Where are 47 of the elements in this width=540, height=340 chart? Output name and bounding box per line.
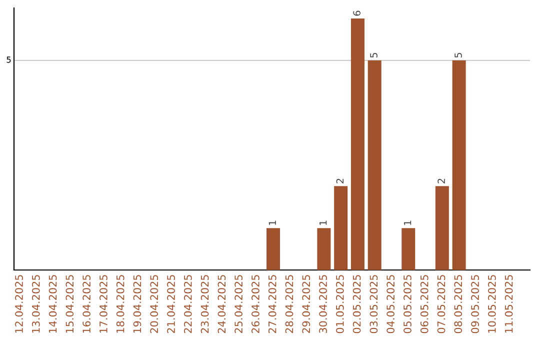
bar — [317, 228, 331, 270]
x-tick-label: 27.04.2025 — [268, 275, 276, 334]
x-tick-label: 06.05.2025 — [420, 275, 428, 334]
x-tick-label: 14.04.2025 — [48, 275, 57, 333]
bar — [402, 228, 416, 270]
bar — [266, 228, 280, 270]
data-label: 5 — [454, 52, 462, 58]
x-tick-label: 04.05.2025 — [386, 275, 395, 334]
bar — [334, 186, 348, 270]
data-label: 1 — [320, 220, 327, 225]
x-tick-label: 19.04.2025 — [133, 275, 142, 333]
data-label: 5 — [370, 52, 378, 58]
data-label: 1 — [268, 220, 276, 225]
data-label: 6 — [353, 10, 361, 16]
x-tick-label: 16.04.2025 — [82, 275, 90, 333]
x-tick-label: 15.04.2025 — [66, 275, 74, 333]
data-label: 1 — [404, 220, 412, 225]
x-tick-label: 05.05.2025 — [404, 275, 412, 334]
x-tick-label: 17.04.2025 — [100, 275, 108, 333]
x-tick-label: 25.04.2025 — [234, 275, 243, 334]
x-tick-label: 20.04.2025 — [150, 275, 158, 334]
x-tick-label: 02.05.2025 — [352, 275, 361, 334]
ref-line-label: 5 — [6, 56, 11, 63]
x-tick-label: 30.04.2025 — [319, 275, 327, 334]
data-label: 2 — [438, 178, 445, 184]
x-tick-label: 12.04.2025 — [15, 275, 23, 333]
x-tick-label: 28.04.2025 — [285, 275, 294, 334]
data-label: 2 — [336, 178, 344, 184]
x-tick-label: 29.04.2025 — [302, 275, 310, 334]
bar — [350, 18, 364, 270]
x-tick-label: 09.05.2025 — [471, 275, 479, 334]
x-tick-label: 01.05.2025 — [336, 275, 344, 334]
x-tick-label: 07.05.2025 — [437, 275, 446, 334]
x-tick-label: 23.04.2025 — [200, 275, 209, 334]
x-tick-label: 22.04.2025 — [184, 275, 192, 334]
bar — [368, 60, 382, 270]
x-tick-label: 26.04.2025 — [252, 275, 260, 334]
x-tick-label: 08.05.2025 — [454, 275, 462, 334]
x-tick-label: 13.04.2025 — [32, 275, 40, 333]
x-tick-label: 18.04.2025 — [116, 275, 124, 333]
x-tick-label: 03.05.2025 — [370, 275, 378, 334]
x-tick-label: 11.05.2025 — [504, 275, 513, 333]
x-tick-label: 10.05.2025 — [488, 275, 496, 333]
bar — [435, 186, 449, 270]
x-tick-label: 24.04.2025 — [218, 275, 226, 334]
x-tick-label: 21.04.2025 — [167, 275, 175, 334]
bar — [452, 60, 466, 270]
